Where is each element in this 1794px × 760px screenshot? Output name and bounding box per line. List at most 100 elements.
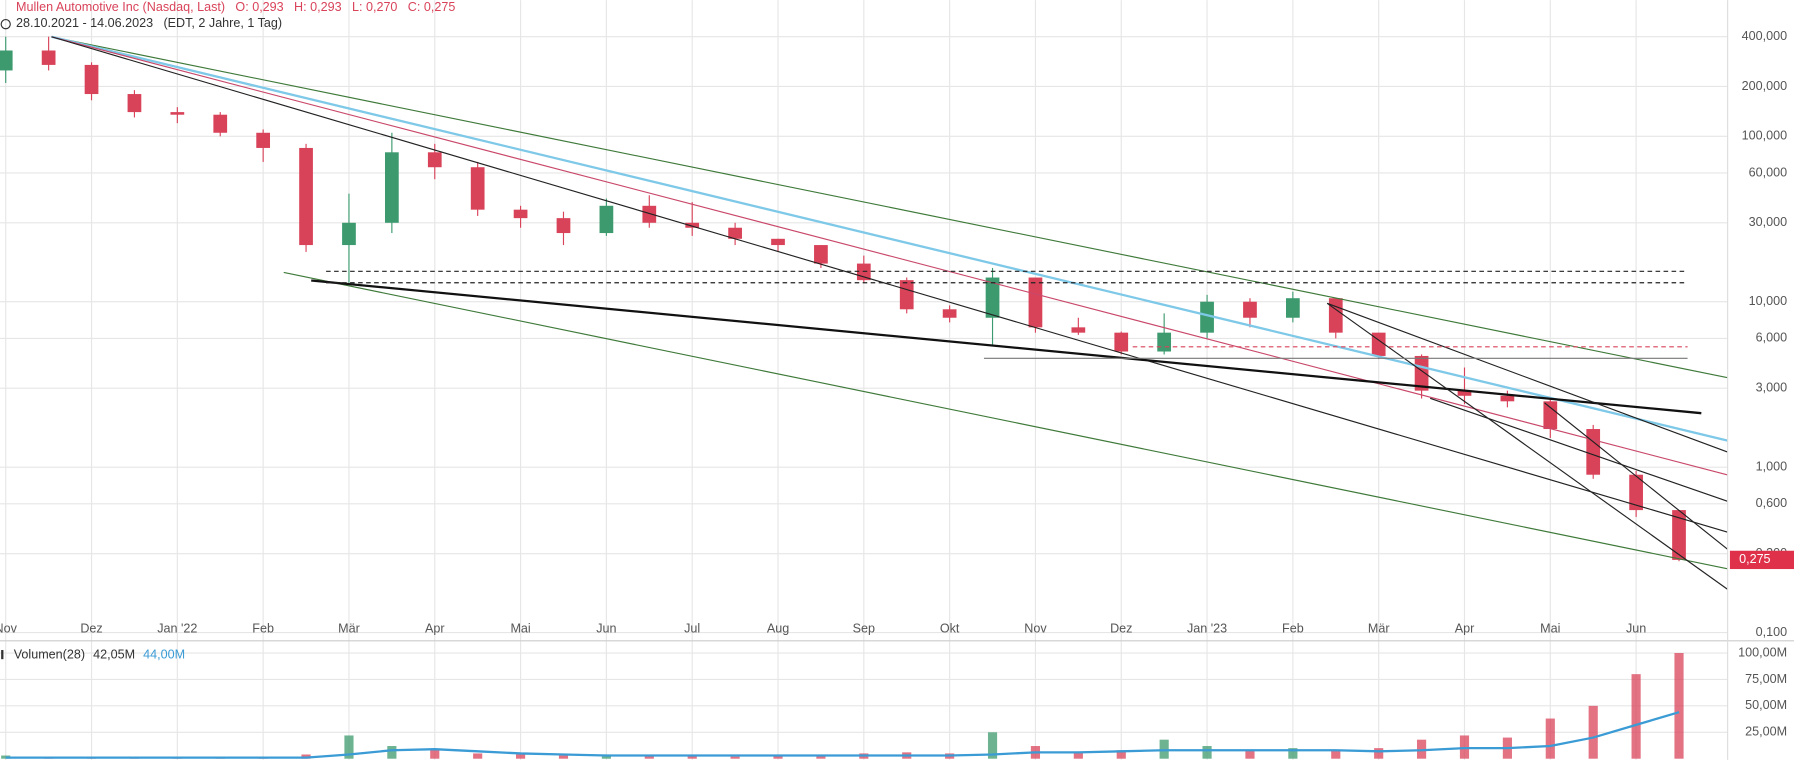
volume-bar (730, 756, 740, 759)
y-tick-label: 6,000 (1756, 331, 1787, 345)
x-tick-label: Nov (0, 622, 18, 636)
clock-icon (0, 19, 11, 30)
candle-body (942, 309, 957, 318)
y-tick-label: 0,100 (1756, 625, 1787, 639)
candle-body (1028, 277, 1043, 328)
candle-body (1157, 332, 1172, 352)
volume-icon (1, 650, 4, 660)
volume-bar (1374, 748, 1384, 759)
x-tick-label: Dez (1110, 622, 1132, 636)
y-tick-label: 1,000 (1756, 459, 1787, 473)
y-tick-label: 25,00M (1745, 725, 1787, 739)
candle-body (1243, 301, 1257, 318)
candle-body (170, 112, 185, 115)
volume-bar (430, 750, 440, 759)
date-range: 28.10.2021 - 14.06.2023 (EDT, 2 Jahre, 1… (16, 17, 282, 31)
x-tick-label: Mai (1540, 622, 1560, 636)
x-tick-label: Mär (338, 622, 360, 636)
volume-bar (1331, 750, 1341, 759)
volume-bar (1116, 750, 1126, 759)
volume-bar (1245, 750, 1255, 759)
y-tick-label: 0,600 (1756, 496, 1787, 510)
y-tick-label: 60,000 (1749, 165, 1787, 179)
candle-body (127, 94, 142, 113)
volume-bar (516, 754, 526, 759)
x-tick-label: Nov (1024, 622, 1047, 636)
volume-bar (987, 732, 998, 759)
candle-body (1543, 401, 1558, 430)
volume-bar (816, 755, 826, 759)
volume-bar (1674, 653, 1684, 759)
candle-body (1328, 298, 1343, 333)
last-price-tag (1729, 550, 1794, 570)
volume-bar (1631, 674, 1641, 759)
volume-legend: Volumen(28) 42,05M 44,00M (14, 648, 185, 662)
y-tick-label: 100,00M (1738, 645, 1787, 659)
y-tick-label: 75,00M (1745, 672, 1787, 686)
candle-body (385, 152, 399, 223)
volume-bar (1545, 718, 1555, 759)
candle-body (1414, 355, 1429, 391)
x-tick-label: Jun (596, 622, 616, 636)
candle-body (814, 245, 828, 264)
volume-bar (773, 755, 783, 759)
candle-body (1629, 474, 1643, 511)
trend-lines (51, 35, 1728, 590)
x-tick-label: Jun (1626, 622, 1646, 636)
candle-body (556, 218, 571, 234)
candle-body (213, 114, 228, 133)
volume-bar (473, 753, 483, 759)
volume-bar (687, 755, 697, 759)
volume-ma-line (5, 711, 1680, 759)
candle-body (427, 152, 442, 168)
candle-body (728, 227, 742, 239)
x-tick-label: Mai (510, 622, 530, 636)
candle-body (599, 205, 614, 234)
y-tick-label: 200,000 (1742, 79, 1787, 93)
candle-body (1371, 332, 1386, 356)
x-tick-label: Apr (425, 622, 445, 636)
candle-body (256, 132, 271, 148)
y-tick-label: 100,000 (1742, 129, 1787, 143)
volume-bar (1288, 748, 1298, 759)
candle-body (513, 209, 528, 219)
x-tick-label: Jan '22 (157, 622, 197, 636)
candle-body (685, 222, 700, 228)
candle-body (41, 50, 56, 65)
last-price-label: 0,275 (1739, 552, 1770, 566)
y-tick-label: 3,000 (1756, 381, 1787, 395)
x-tick-label: Dez (80, 622, 102, 636)
candle-body (1200, 301, 1214, 333)
volume-bar (387, 746, 397, 759)
x-tick-label: Jan '23 (1187, 622, 1227, 636)
x-tick-label: Mär (1368, 622, 1390, 636)
x-tick-label: Apr (1455, 622, 1475, 636)
candle-body (470, 167, 485, 210)
y-tick-label: 30,000 (1749, 215, 1787, 229)
volume-bar (1202, 746, 1212, 759)
x-tick-label: Feb (252, 622, 274, 636)
candle-body (1071, 327, 1086, 333)
volume-bar (558, 755, 569, 759)
candle-body (642, 205, 657, 223)
volume-bar (644, 755, 654, 759)
candle-body (771, 238, 785, 246)
y-tick-label: 50,00M (1745, 698, 1787, 712)
candle-body (985, 277, 1000, 318)
y-tick-label: 10,000 (1749, 294, 1787, 308)
x-tick-label: Sep (853, 622, 875, 636)
y-tick-label: 400,000 (1742, 29, 1787, 43)
volume-bar (344, 735, 354, 759)
candle-body (1500, 395, 1515, 402)
x-tick-label: Okt (940, 622, 960, 636)
candle-body (899, 280, 914, 310)
candle-body (342, 222, 356, 246)
x-tick-label: Aug (767, 622, 789, 636)
instrument-title: Mullen Automotive Inc (Nasdaq, Last) O: … (16, 0, 455, 14)
x-tick-label: Feb (1282, 622, 1304, 636)
candle-body (1586, 429, 1601, 475)
candle-body (84, 64, 99, 95)
candle-body (0, 50, 13, 71)
candle-body (1114, 332, 1129, 352)
